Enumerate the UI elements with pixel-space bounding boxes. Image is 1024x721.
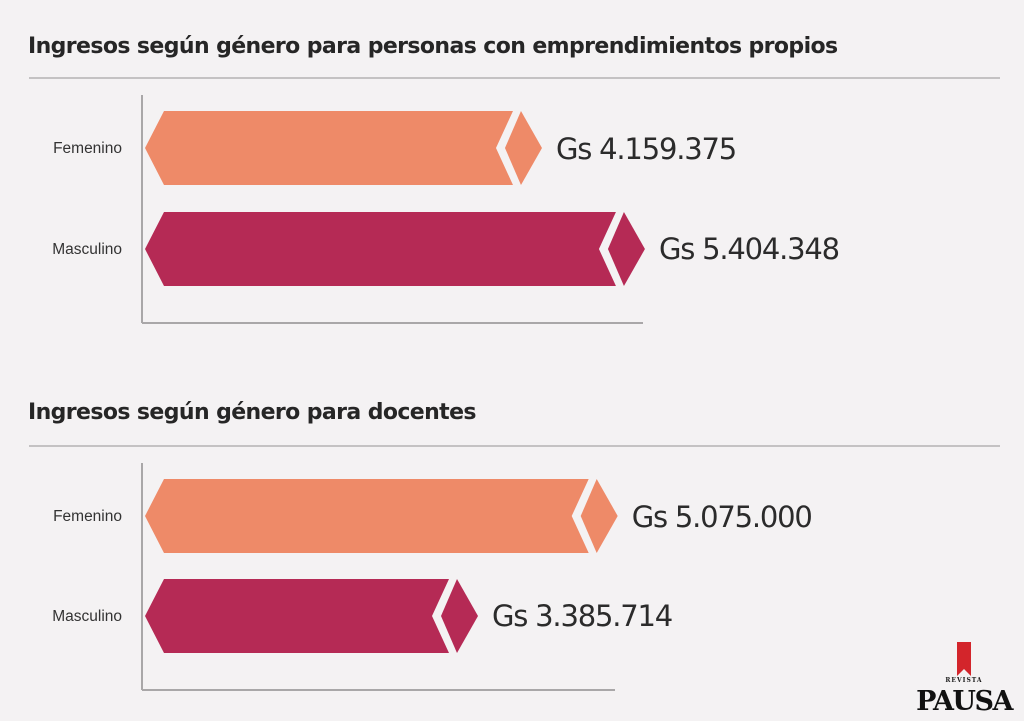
bar-tip-chevron-femenino: [504, 111, 542, 185]
revista-pausa-logo: REVISTA PAUSA: [908, 640, 1020, 720]
bar-tip-chevron-masculino: [440, 579, 478, 653]
value-label-masculino: Gs 5.404.348: [659, 232, 839, 266]
bar-femenino: [145, 479, 589, 553]
logo-wordmark: PAUSA: [916, 686, 1013, 717]
bar-femenino: [145, 111, 513, 185]
category-label-femenino: Femenino: [53, 140, 122, 157]
chart-title-docentes: Ingresos según género para docentes: [28, 400, 477, 425]
title-divider: [29, 445, 1000, 447]
bar-masculino: [145, 212, 616, 286]
value-label-femenino: Gs 4.159.375: [556, 132, 736, 166]
category-label-masculino: Masculino: [52, 241, 122, 258]
bar-tip-chevron-masculino: [607, 212, 645, 286]
logo-subtitle: REVISTA: [945, 677, 983, 684]
bar-masculino: [145, 579, 449, 653]
value-label-masculino: Gs 3.385.714: [492, 599, 672, 633]
bar-tip-chevron-femenino: [580, 479, 618, 553]
bookmark-ribbon-icon: [957, 642, 971, 676]
category-label-femenino: Femenino: [53, 508, 122, 525]
chart-title-emprendimientos: Ingresos según género para personas con …: [28, 34, 838, 59]
bar-chart-emprendimientos: Femenino Masculino Gs 4.159.375 Gs 5.404…: [52, 95, 840, 324]
value-label-femenino: Gs 5.075.000: [632, 500, 812, 534]
title-divider: [29, 77, 1000, 79]
category-label-masculino: Masculino: [52, 608, 122, 625]
